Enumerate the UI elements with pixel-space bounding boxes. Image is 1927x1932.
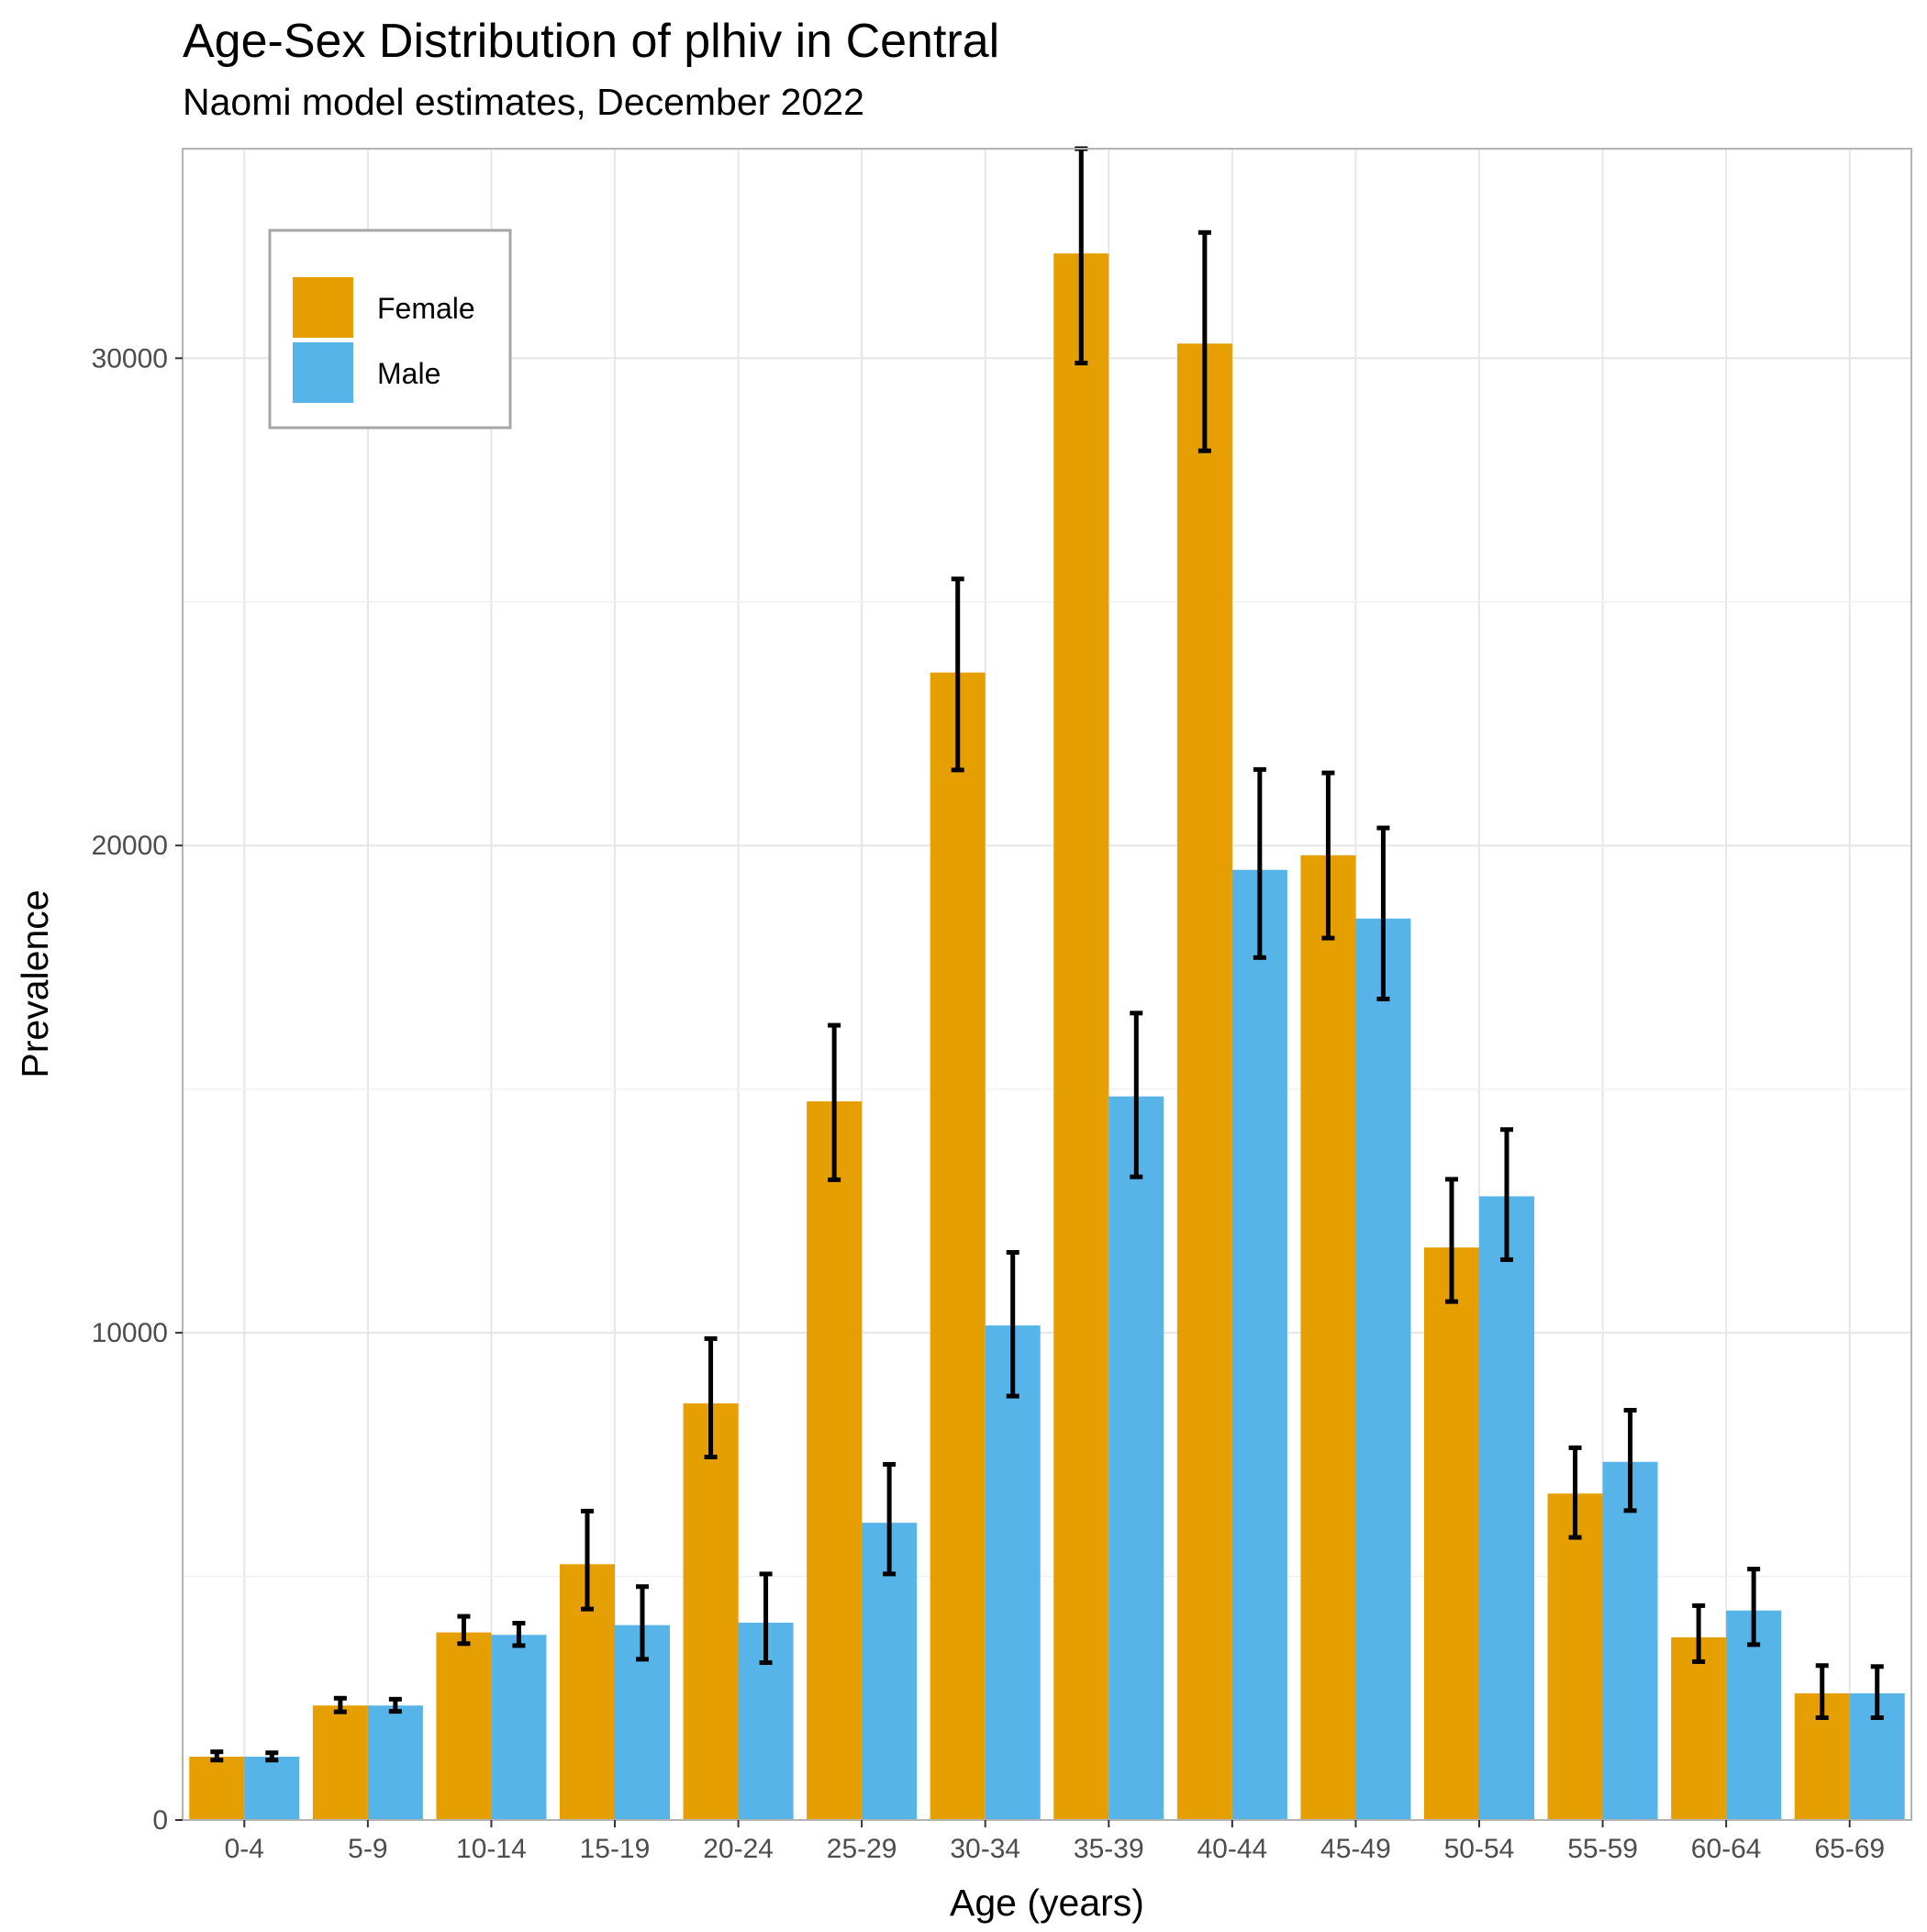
x-tick-label: 40-44: [1197, 1834, 1267, 1864]
x-tick-label: 50-54: [1444, 1834, 1515, 1864]
error-bar-male: [1500, 1127, 1513, 1262]
error-bar-female: [1445, 1177, 1458, 1304]
legend-label-female: Female: [377, 292, 475, 325]
error-bar-male: [636, 1584, 649, 1662]
error-bar-male: [759, 1571, 773, 1666]
x-tick-label: 0-4: [225, 1834, 264, 1864]
error-bar-female: [457, 1614, 471, 1647]
error-bar-female: [1321, 770, 1335, 941]
error-bar-female: [704, 1335, 718, 1459]
bar-female: [1176, 343, 1232, 1820]
error-bar-female: [210, 1749, 224, 1763]
bar-male: [1355, 918, 1411, 1820]
x-tick-label: 45-49: [1320, 1834, 1391, 1864]
x-tick-label: 25-29: [827, 1834, 897, 1864]
y-axis-ticks: 0 10000 20000 30000: [92, 343, 183, 1836]
x-tick-label: 10-14: [456, 1834, 527, 1864]
plot-border: [182, 148, 1912, 1821]
error-bar-female: [828, 1022, 841, 1182]
error-bar-male: [1747, 1567, 1761, 1647]
error-bar-female: [1197, 229, 1211, 453]
bar-female: [807, 1100, 863, 1820]
bar-female: [436, 1632, 492, 1820]
error-bar-male: [512, 1621, 526, 1648]
y-tick-label: 0: [152, 1805, 168, 1836]
legend-swatch-male: [293, 342, 353, 403]
error-bar-male: [1376, 825, 1390, 1001]
y-tick-label: 30000: [92, 343, 168, 374]
x-tick-label: 60-64: [1691, 1834, 1762, 1864]
error-bar-male: [1870, 1664, 1884, 1721]
bar-male: [367, 1705, 423, 1820]
bar-female: [930, 672, 986, 1820]
bar-male: [1231, 869, 1287, 1821]
x-tick-label: 5-9: [348, 1834, 387, 1864]
error-bars-layer: [210, 146, 1884, 1763]
error-bar-female: [1568, 1445, 1582, 1540]
chart-title: Age-Sex Distribution of plhiv in Central: [183, 15, 999, 68]
error-bar-male: [1253, 766, 1266, 960]
bar-female: [312, 1705, 368, 1820]
x-tick-label: 55-59: [1567, 1834, 1638, 1864]
x-tick-label: 35-39: [1074, 1834, 1144, 1864]
error-bar-male: [388, 1696, 402, 1714]
error-bar-female: [581, 1508, 594, 1612]
bar-male: [244, 1756, 300, 1820]
x-tick-label: 15-19: [580, 1834, 651, 1864]
x-axis-ticks: 0-4 5-9 10-14 15-19 20-24 25-29 30-34 35-39 40-4…: [225, 1820, 1885, 1864]
bar-female: [1053, 253, 1109, 1821]
chart-subtitle: Naomi model estimates, December 2022: [183, 81, 864, 123]
error-bar-male: [1623, 1408, 1637, 1513]
bar-female: [1424, 1247, 1479, 1820]
bar-male: [491, 1635, 547, 1820]
bar-male: [1602, 1461, 1658, 1820]
x-tick-label: 20-24: [703, 1834, 774, 1864]
bar-male: [1108, 1096, 1164, 1820]
error-bar-female: [951, 576, 964, 773]
bar-male: [1479, 1196, 1534, 1820]
error-bar-female: [1815, 1663, 1829, 1721]
legend-swatch-female: [293, 277, 353, 338]
bar-male: [985, 1325, 1041, 1820]
bar-female: [683, 1403, 739, 1820]
error-bar-female: [333, 1695, 347, 1714]
error-bar-male: [1006, 1249, 1019, 1399]
error-bar-male: [883, 1461, 897, 1577]
error-bar-male: [1130, 1011, 1143, 1179]
y-axis-title: Prevalence: [14, 889, 56, 1078]
bar-female: [1300, 854, 1356, 1820]
y-tick-label: 20000: [92, 831, 168, 861]
y-tick-label: 10000: [92, 1318, 168, 1348]
x-tick-label: 30-34: [950, 1834, 1020, 1864]
x-tick-label: 65-69: [1814, 1834, 1885, 1864]
bar-female: [1671, 1636, 1727, 1820]
error-bar-female: [1692, 1603, 1706, 1664]
legend-label-male: Male: [377, 357, 440, 390]
legend: Female Male: [268, 229, 512, 430]
x-axis-title: Age (years): [950, 1882, 1144, 1924]
error-bar-male: [265, 1750, 279, 1763]
bar-female: [189, 1756, 245, 1820]
bar-female: [1547, 1493, 1603, 1820]
